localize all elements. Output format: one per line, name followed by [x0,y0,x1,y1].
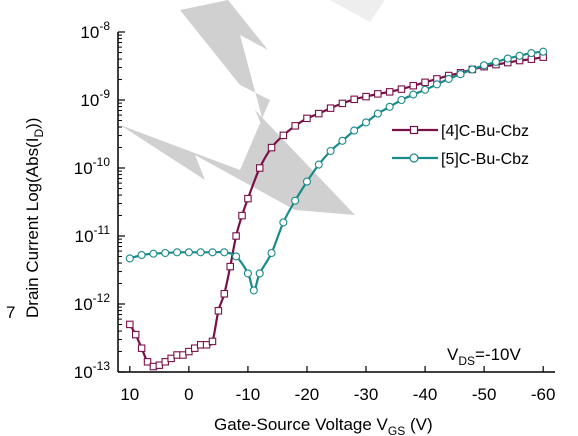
data-point-series-2 [515,51,524,60]
legend-entry-series-2: [5]C-Bu-Cbz [392,151,529,168]
data-point-series-2 [503,54,512,63]
x-axis-title: Gate-Source Voltage VGS (V) [214,415,433,436]
y-tick-label: 10-11 [75,223,111,246]
data-point-series-1 [267,143,276,152]
data-point-series-2 [409,90,418,99]
data-point-series-1 [397,85,406,93]
data-point-series-2 [249,286,258,295]
data-point-series-1 [244,194,252,203]
data-point-series-1 [126,320,134,329]
data-point-series-1 [291,122,299,130]
x-tick-label: 10 [120,385,139,404]
data-point-series-2 [527,49,536,58]
y-tick-label: 10-8 [80,19,110,42]
data-point-series-2 [491,57,500,66]
data-point-series-2 [161,248,170,258]
data-point-series-2 [279,218,288,227]
legend-label-series-1: [4]C-Bu-Cbz [441,123,529,140]
x-ticks: 10 0 -10 -20 -30 -40 -50 -60 [120,366,555,404]
data-point-series-2 [184,248,193,257]
data-point-series-2 [149,249,158,258]
x-tick-label: -50 [472,385,497,404]
x-tick-label: -60 [531,385,556,404]
data-point-series-1 [137,344,146,352]
data-point-series-2 [291,196,300,205]
data-point-series-1 [409,81,418,90]
y-tick-label: 10-9 [80,87,110,110]
data-point-series-1 [350,95,358,104]
data-point-series-2 [361,118,371,127]
x-tick-label: -20 [295,385,320,404]
legend-marker-series-2 [409,153,419,163]
legend-label-series-2: [5]C-Bu-Cbz [441,151,529,168]
data-point-series-2 [444,74,453,83]
data-point-series-2 [314,160,323,169]
data-point-series-1 [374,90,382,98]
data-point-series-2 [267,248,276,258]
y-axis-title: Drain Current Log(Abs(ID)) [23,118,46,318]
legend: [4]C-Bu-Cbz [5]C-Bu-Cbz [392,123,529,168]
data-point-series-2 [480,61,489,70]
data-point-series-2 [373,109,382,118]
data-point-series-2 [326,146,335,156]
data-point-series-1 [255,164,264,172]
data-point-series-2 [456,70,465,79]
data-point-series-1 [326,104,335,112]
data-point-series-2 [397,95,406,105]
data-point-series-2 [208,248,217,257]
data-point-series-2 [255,269,264,278]
data-point-series-1 [238,211,246,220]
corner-label: 7 [6,303,15,322]
y-tick-label: 10-12 [74,291,111,314]
data-point-series-1 [362,92,370,101]
data-point-series-1 [220,290,229,298]
data-point-series-2 [173,248,182,257]
data-point-series-2 [468,65,477,74]
data-point-series-1 [131,330,140,339]
data-point-series-2 [232,252,241,261]
data-point-series-2 [243,269,252,278]
data-point-series-1 [338,99,347,108]
data-point-series-1 [385,88,394,96]
data-point-series-2 [196,248,205,257]
vds-annotation: VDS=-10V [447,345,522,368]
data-point-series-2 [125,254,134,263]
data-point-series-2 [432,80,441,89]
x-tick-label: -10 [236,385,261,404]
x-tick-label: 0 [184,385,193,404]
data-point-series-1 [232,232,240,240]
data-point-series-1 [421,78,429,87]
x-tick-label: -30 [354,385,379,404]
y-tick-label: 10-10 [74,155,111,178]
data-point-series-1 [303,114,311,123]
legend-marker-series-1 [409,125,419,135]
legend-entry-series-1: [4]C-Bu-Cbz [392,123,529,140]
data-point-series-1 [226,262,234,271]
data-point-series-2 [385,102,394,111]
data-point-series-2 [220,248,229,257]
y-tick-label: 10-13 [74,359,111,382]
y-ticks: 10-8 10-9 10-10 10-11 10-12 10-13 [74,19,125,382]
data-point-series-2 [421,85,430,94]
x-tick-label: -40 [413,385,438,404]
data-point-series-2 [302,177,312,186]
data-point-series-1 [214,307,223,315]
data-point-series-2 [539,47,548,56]
data-point-series-1 [315,109,323,118]
data-layer [125,47,548,371]
data-point-series-1 [279,131,288,140]
data-point-series-1 [208,337,217,346]
background-watermark-logo [120,0,385,215]
data-point-series-1 [143,358,152,366]
data-point-series-2 [338,136,347,145]
data-point-series-2 [137,250,146,260]
data-point-series-2 [350,126,359,135]
